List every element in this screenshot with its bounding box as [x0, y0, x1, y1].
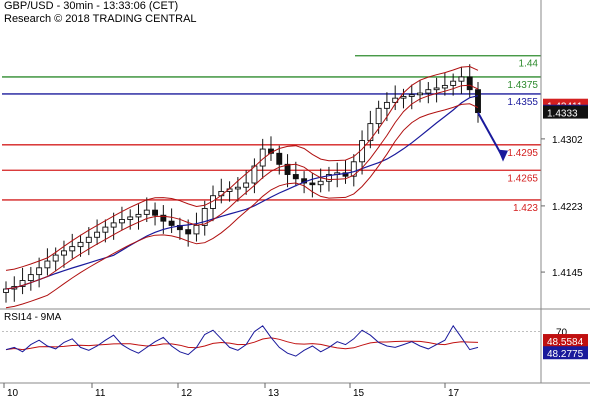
candle-body: [450, 80, 457, 86]
rsi-tag-box: [543, 346, 588, 360]
x-tick-label: 10: [7, 388, 19, 399]
rsi-tag-label: 48.2775: [547, 349, 584, 360]
rsi-tag-box: [543, 334, 588, 348]
x-tick-label: 15: [353, 388, 365, 399]
x-tick-label: 17: [448, 388, 460, 399]
rsi-tag-label: 48.5584: [547, 337, 584, 348]
candle-body: [135, 213, 142, 218]
candle-body: [466, 76, 473, 91]
candle-body: [458, 76, 465, 82]
x-tick-label: 12: [181, 388, 193, 399]
candle-body: [152, 209, 159, 216]
candle-body: [243, 182, 250, 188]
rsi-ma-line: [5, 337, 479, 351]
level-label-1: 1.4375: [507, 80, 538, 91]
candle-body: [276, 152, 283, 165]
price-tag-box: [543, 105, 588, 119]
candle-body: [284, 163, 291, 175]
candle-body: [417, 92, 423, 96]
candle-body: [127, 216, 134, 220]
y-tick-label: 1.4145: [552, 268, 583, 279]
candle-body: [160, 214, 167, 222]
level-label-3: 1.4295: [507, 148, 538, 159]
y-tick-label: 1.4302: [552, 135, 583, 146]
candle-body: [342, 172, 349, 177]
candle-body: [61, 250, 67, 256]
candle-body: [27, 274, 34, 282]
candle-body: [375, 107, 382, 125]
forecast-arrow-head: [498, 149, 508, 162]
price-tag-label: 1.4333: [547, 109, 578, 120]
rsi-plot-area: [2, 324, 541, 357]
candle-body: [102, 226, 109, 233]
rsi-panel-title: RSI14 - 9MA: [4, 312, 62, 323]
candle-body: [185, 229, 192, 235]
level-label-0: 1.44: [519, 59, 539, 70]
candle-body: [317, 180, 324, 186]
candle-body: [168, 220, 175, 226]
candle-body: [52, 254, 59, 262]
candle-body: [425, 89, 432, 94]
chart-title: GBP/USD - 30min - 13:33:06 (CET): [4, 0, 179, 12]
candle-body: [408, 94, 415, 97]
candle-body: [19, 280, 26, 287]
candle-body: [350, 161, 357, 177]
x-tick-label: 13: [268, 388, 280, 399]
candle-body: [383, 101, 390, 109]
rsi-y-tick-label: 70: [556, 328, 568, 339]
candle-body: [36, 267, 43, 276]
candle-body: [3, 288, 9, 293]
candle-body: [193, 224, 200, 235]
price-plot-area: 1.44 1.4375 1.4355 1.4295 1.4265 1.423: [2, 55, 541, 309]
level-label-4: 1.4265: [507, 173, 538, 184]
bollinger-upper-line: [5, 65, 479, 271]
bollinger-lower-line: [5, 103, 479, 309]
y-tick-label: 1.4223: [552, 202, 583, 213]
candle-body: [143, 209, 150, 215]
bollinger-mid-line: [5, 84, 479, 290]
rsi-line: [5, 324, 479, 357]
candle-body: [367, 123, 374, 142]
candle-body: [69, 246, 76, 252]
candle-body: [441, 84, 448, 89]
level-label-2: 1.4355: [507, 97, 538, 108]
candle-body: [44, 260, 51, 269]
candle-body: [77, 241, 84, 248]
candle-body: [325, 174, 332, 182]
candle-body: [234, 186, 241, 190]
candle-body: [94, 231, 101, 238]
moving-average-line: [5, 95, 479, 290]
candle-body: [433, 87, 440, 91]
candle-body: [475, 89, 481, 114]
candle-body: [110, 222, 117, 228]
x-tick-label: 11: [95, 388, 106, 399]
chart-copyright: Research © 2018 TRADING CENTRAL: [4, 13, 197, 25]
candle-body: [309, 182, 316, 186]
level-label-5: 1.423: [513, 203, 538, 214]
candle-body: [400, 96, 407, 99]
candle-body: [292, 174, 299, 180]
candle-body: [118, 219, 125, 224]
candle-body: [201, 207, 208, 226]
candle-body: [85, 236, 92, 243]
